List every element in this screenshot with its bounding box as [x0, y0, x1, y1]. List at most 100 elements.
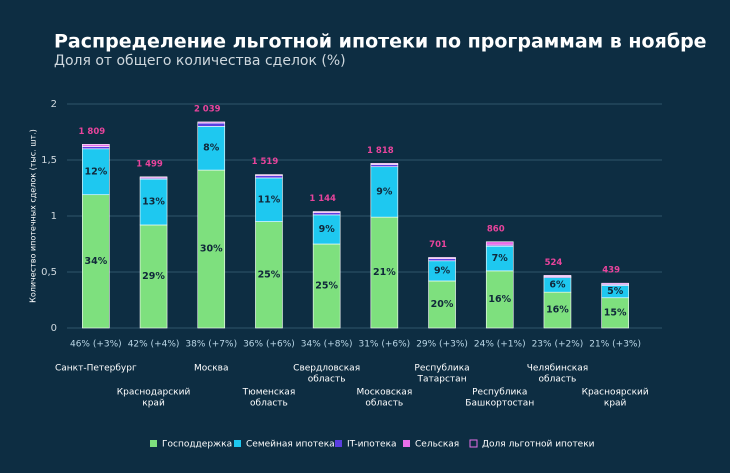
x-tick-label: область: [308, 375, 346, 385]
total-label: 1 144: [309, 194, 336, 204]
segment-label: 25%: [258, 269, 281, 280]
legend-label: Господдержка: [162, 440, 232, 450]
bar-segment: [255, 175, 283, 179]
x-tick-label: Московская: [356, 388, 412, 398]
total-label: 1 519: [252, 157, 279, 167]
legend-label: Семейная ипотека: [246, 440, 335, 450]
bar-segment: [197, 122, 226, 127]
bar-segment: [82, 146, 110, 150]
bar-segment: [312, 243, 341, 329]
bar-segment: [485, 245, 514, 272]
x-tick-label: область: [250, 399, 288, 409]
segment-label: 25%: [315, 281, 338, 292]
x-tick-label: Татарстан: [417, 375, 467, 385]
segment-label: 9%: [376, 186, 393, 197]
x-tick-label: Тюменская: [242, 388, 296, 398]
segment-label: 16%: [488, 294, 511, 305]
y-tick-label: 1,5: [41, 155, 57, 166]
total-label: 860: [487, 224, 505, 234]
segment-label: 16%: [546, 305, 569, 316]
segment-label: 13%: [142, 197, 165, 208]
share-label: 23% (+2%): [532, 340, 584, 350]
segment-label: 7%: [492, 253, 509, 264]
bar-segment: [370, 163, 399, 165]
segment-label: 9%: [434, 265, 451, 276]
bar-segment: [255, 174, 283, 176]
bar-segment: [543, 291, 572, 329]
x-tick-label: Свердловская: [293, 364, 360, 374]
segment-label: 34%: [84, 256, 107, 267]
y-tick-label: 0: [51, 323, 57, 334]
share-label: 36% (+6%): [243, 340, 295, 350]
bar-segment: [485, 270, 514, 329]
x-tick-label: область: [365, 399, 403, 409]
bar-segment: [197, 121, 226, 124]
x-tick-label: Красноярский: [582, 388, 649, 398]
legend-swatch: [150, 440, 157, 447]
x-tick-label: край: [604, 399, 627, 409]
x-tick-label: Санкт-Петербург: [55, 364, 137, 374]
share-label: 46% (+3%): [70, 340, 122, 350]
legend-swatch: [234, 440, 241, 447]
bar-segment: [82, 148, 110, 196]
total-label: 524: [545, 258, 563, 268]
x-tick-label: Челябинская: [527, 364, 588, 374]
segment-label: 5%: [607, 286, 624, 297]
legend-swatch: [469, 439, 478, 448]
total-label: 701: [429, 240, 447, 250]
bar-segment: [312, 212, 341, 216]
segment-label: 29%: [142, 271, 165, 282]
segment-label: 11%: [258, 194, 281, 205]
y-tick-label: 2: [51, 99, 57, 110]
legend-swatch: [335, 440, 342, 447]
legend-swatch: [403, 440, 410, 447]
share-label: 21% (+3%): [589, 340, 641, 350]
share-label: 42% (+4%): [128, 340, 180, 350]
total-label: 2 039: [194, 104, 221, 114]
bar-segment: [197, 126, 226, 171]
segment-label: 6%: [549, 279, 566, 290]
bar-segment: [601, 282, 629, 285]
share-label: 34% (+8%): [301, 340, 353, 350]
bar-segment: [428, 258, 456, 262]
x-tick-label: Республика: [472, 388, 527, 398]
legend-label: Доля льготной ипотеки: [482, 440, 595, 450]
bar-segment: [543, 275, 572, 277]
segment-label: 8%: [203, 143, 220, 154]
bar-segment: [82, 144, 110, 147]
total-label: 439: [602, 266, 620, 276]
x-tick-label: Республика: [414, 364, 469, 374]
chart-title: Распределение льготной ипотеки по програ…: [54, 31, 707, 53]
bar-segment: [428, 257, 456, 259]
segment-label: 12%: [84, 166, 107, 177]
legend-label: Сельская: [415, 440, 459, 450]
total-label: 1 818: [367, 146, 394, 156]
bar-segment: [428, 280, 456, 329]
bar-segment: [370, 166, 399, 218]
segment-label: 20%: [431, 299, 454, 310]
x-tick-label: Краснодарский: [117, 388, 191, 398]
y-tick-label: 1: [51, 211, 57, 222]
bar-segment: [485, 241, 514, 246]
bar-segment: [312, 211, 341, 213]
x-tick-label: область: [539, 375, 577, 385]
bar-segment: [370, 216, 399, 329]
bar-segment: [601, 297, 629, 329]
total-label: 1 499: [136, 159, 163, 169]
segment-label: 30%: [200, 244, 223, 255]
bar-segment: [197, 169, 226, 329]
x-tick-label: Москва: [194, 364, 228, 374]
segment-label: 9%: [319, 224, 336, 235]
x-tick-label: Башкортостан: [465, 399, 534, 409]
share-label: 38% (+7%): [185, 340, 237, 350]
chart-subtitle: Доля от общего количества сделок (%): [54, 53, 346, 69]
share-label: 31% (+6%): [358, 340, 410, 350]
bar-segment: [370, 164, 399, 168]
x-tick-label: край: [142, 399, 165, 409]
segment-label: 21%: [373, 267, 396, 278]
bar-segment: [139, 176, 168, 179]
segment-label: 15%: [604, 307, 627, 318]
bar-segment: [82, 194, 110, 329]
legend-label: IT-ипотека: [347, 440, 397, 450]
y-axis-label: Количество ипотечных сделок (тыс. шт.): [29, 129, 38, 303]
